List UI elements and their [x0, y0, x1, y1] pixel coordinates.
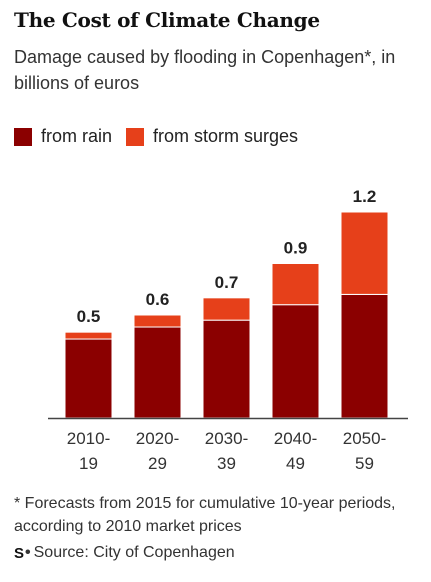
- chart-title: The Cost of Climate Change: [14, 8, 320, 32]
- x-tick-label-2010-19-2: 19: [79, 454, 98, 473]
- x-tick-label-2030-39-1: 2030-: [205, 429, 248, 448]
- total-label-2010-19: 0.5: [77, 307, 101, 326]
- bar-surge-2020-29: [133, 314, 182, 328]
- total-label-2050-59: 1.2: [353, 187, 377, 206]
- bar-surge-2040-49: [271, 263, 320, 306]
- x-tick-label-2040-49-1: 2040-: [274, 429, 317, 448]
- bar-surge-2030-39: [202, 297, 251, 321]
- bar-surge-2050-59: [340, 211, 389, 295]
- source-text: Source: City of Copenhagen: [33, 544, 235, 561]
- footnote: * Forecasts from 2015 for cumulative 10-…: [14, 495, 396, 535]
- bar-rain-2010-19: [64, 338, 113, 419]
- x-tick-label-2050-59-1: 2050-: [343, 429, 386, 448]
- x-tick-label-2010-19-1: 2010-: [67, 429, 110, 448]
- bar-rain-2020-29: [133, 326, 182, 419]
- x-tick-label-2040-49-2: 49: [286, 454, 305, 473]
- source-separator: •: [25, 544, 31, 561]
- bar-rain-2030-39: [202, 319, 251, 419]
- x-tick-label-2020-29-1: 2020-: [136, 429, 179, 448]
- total-label-2020-29: 0.6: [146, 290, 170, 309]
- total-label-2030-39: 0.7: [215, 273, 239, 292]
- legend-swatch-rain: [14, 127, 32, 146]
- legend-swatch-surge: [126, 127, 145, 146]
- bar-chart: 0.5 2010- 19 0.6 2020- 29 0.7 2030- 39 0.9 2040- 49…: [48, 187, 408, 473]
- bar-surge-2010-19: [64, 331, 113, 340]
- total-label-2040-49: 0.9: [284, 239, 308, 258]
- legend: from rain from storm surges: [14, 126, 312, 147]
- publisher-logo: S: [14, 544, 25, 562]
- x-tick-label-2030-39-2: 39: [217, 454, 236, 473]
- legend-item-rain: from rain: [14, 126, 112, 147]
- chart-subtitle: Damage caused by flooding in Copenhagen*…: [14, 47, 396, 93]
- bar-rain-2050-59: [340, 293, 389, 419]
- legend-item-surge: from storm surges: [126, 126, 298, 147]
- x-tick-label-2050-59-2: 59: [355, 454, 374, 473]
- bar-rain-2040-49: [271, 304, 320, 419]
- legend-label-rain: from rain: [41, 126, 113, 146]
- x-tick-label-2020-29-2: 29: [148, 454, 167, 473]
- legend-label-surge: from storm surges: [153, 126, 299, 146]
- source-line: S • Source: City of Copenhagen: [14, 544, 235, 562]
